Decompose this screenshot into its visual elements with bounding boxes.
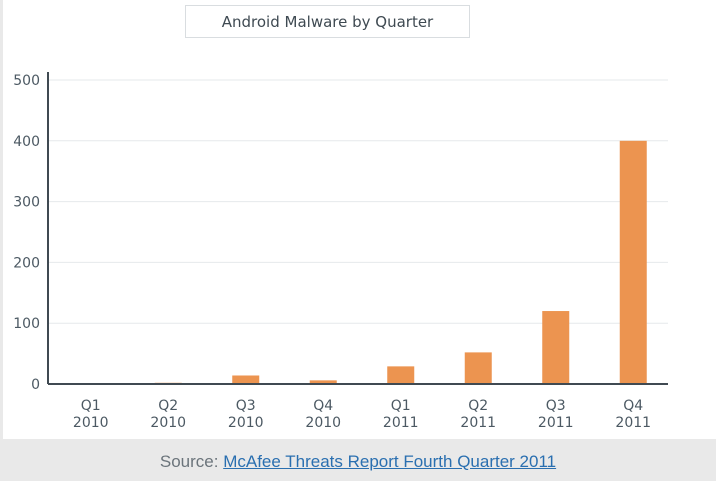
x-tick-label: Q1 (391, 398, 411, 414)
x-tick-year-label: 2011 (383, 415, 419, 431)
y-tick-label: 400 (13, 134, 40, 150)
x-tick-year-label: 2010 (73, 415, 109, 431)
y-tick-label: 0 (31, 377, 40, 393)
source-prefix: Source: (159, 452, 224, 471)
source-link[interactable]: McAfee Threats Report Fourth Quarter 201… (223, 452, 557, 471)
x-tick-label: Q1 (81, 398, 101, 414)
y-tick-label: 300 (13, 195, 40, 211)
x-tick-year-label: 2011 (460, 415, 496, 431)
bar (542, 311, 570, 384)
x-tick-label: Q4 (313, 398, 333, 414)
x-tick-year-label: 2010 (228, 415, 264, 431)
y-tick-label: 100 (13, 316, 40, 332)
x-tick-label: Q3 (546, 398, 566, 414)
x-tick-year-label: 2011 (538, 415, 574, 431)
bar (464, 352, 492, 384)
y-tick-label: 500 (13, 73, 40, 89)
x-tick-label: Q3 (236, 398, 256, 414)
x-tick-label: Q2 (158, 398, 178, 414)
source-caption: Source: McAfee Threats Report Fourth Qua… (0, 452, 716, 472)
bar (619, 140, 647, 384)
chart-panel (3, 0, 716, 439)
x-tick-year-label: 2010 (305, 415, 341, 431)
chart-title: Android Malware by Quarter (185, 5, 470, 38)
bar (309, 380, 337, 384)
y-tick-label: 200 (13, 255, 40, 271)
x-tick-year-label: 2010 (150, 415, 186, 431)
bar (232, 375, 260, 384)
bar (387, 366, 415, 384)
x-tick-label: Q2 (468, 398, 488, 414)
x-tick-label: Q4 (623, 398, 643, 414)
x-tick-year-label: 2011 (615, 415, 651, 431)
